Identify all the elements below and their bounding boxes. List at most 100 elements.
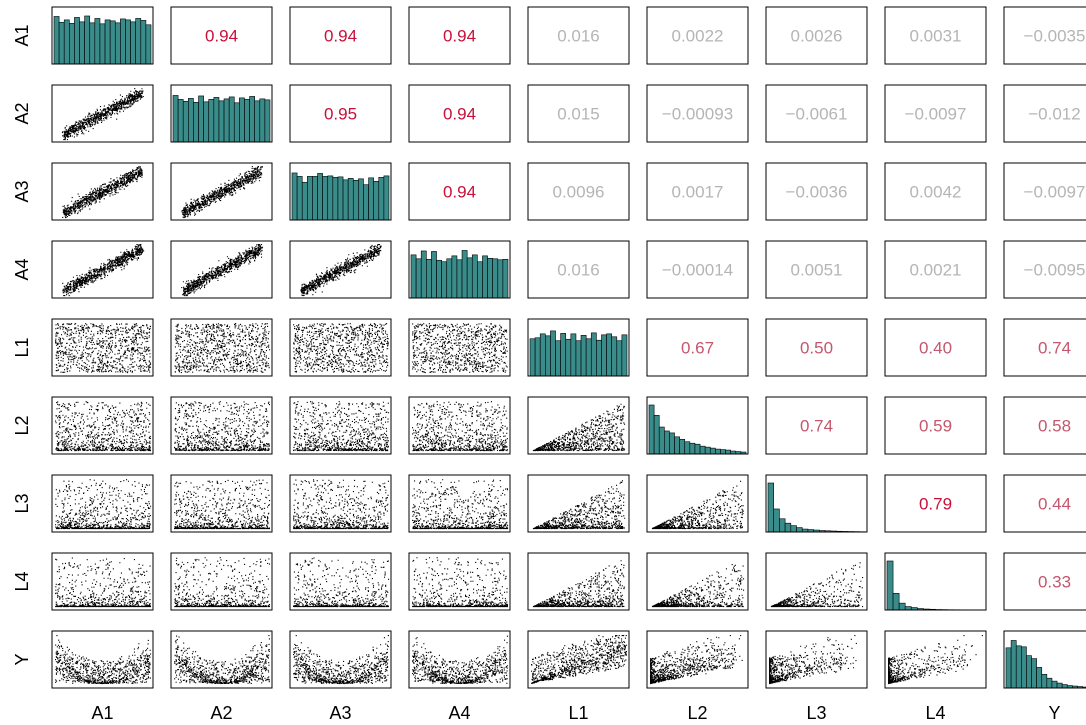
cell-a1-l3: 0.0026 (765, 6, 868, 65)
cell-a1-a1 (51, 6, 154, 65)
panel-border (51, 474, 154, 533)
panel-border (408, 630, 511, 689)
correlation-value: 0.50 (800, 339, 833, 358)
panel-border (527, 162, 630, 221)
panel-border (884, 396, 987, 455)
histogram-bar-y (1036, 667, 1043, 689)
cell-l4-a3 (289, 552, 392, 611)
cell-l4-l1 (527, 552, 630, 611)
histogram-bar-l1 (545, 335, 551, 377)
histogram-bar-a1 (63, 19, 70, 65)
histogram-bar-a4 (482, 255, 488, 299)
column-label-l1: L1 (568, 703, 588, 723)
histogram-bar-l2 (694, 443, 701, 455)
panel-border (51, 318, 154, 377)
correlation-value: 0.79 (919, 495, 952, 514)
panel-border (289, 474, 392, 533)
correlation-value: −0.0097 (905, 105, 967, 124)
histogram-bar-a4 (415, 258, 422, 299)
cell-l4-l3 (765, 552, 868, 611)
cell-l2-l1 (527, 396, 630, 455)
panel-border (527, 630, 630, 689)
panel-border (646, 318, 749, 377)
histogram-bar-a3 (317, 173, 323, 221)
panel-border (51, 630, 154, 689)
histogram-bar-a3 (373, 180, 380, 221)
cell-a4-a3 (289, 240, 392, 299)
histogram-bar-a4 (426, 258, 432, 299)
cell-l2-l3: 0.74 (765, 396, 868, 455)
scatter-points (412, 479, 509, 530)
histogram-bar-a3 (327, 175, 334, 221)
histogram-bar-a4 (502, 258, 509, 299)
scatter-points (174, 479, 271, 530)
histogram-bar-a1 (145, 24, 152, 65)
histogram-bar-a3 (337, 176, 344, 221)
histogram-bar-a1 (99, 23, 106, 65)
histogram-bar-a3 (347, 178, 354, 221)
correlation-value: 0.40 (919, 339, 952, 358)
panel-border (527, 396, 630, 455)
column-label-a4: A4 (448, 703, 470, 723)
histogram-bar-l3 (796, 527, 803, 533)
cell-a2-l1: 0.015 (527, 84, 630, 143)
panel-border (408, 6, 511, 65)
cell-l3-y: 0.44 (1003, 474, 1086, 533)
cell-a4-y: −0.0095 (1003, 240, 1086, 299)
panel-border (408, 84, 511, 143)
histogram-bar-a2 (177, 99, 184, 143)
correlation-value: 0.95 (324, 105, 357, 124)
histogram-bar-l1 (570, 333, 577, 377)
histogram-bar-a2 (259, 98, 266, 143)
cell-l3-l4: 0.79 (884, 474, 987, 533)
cell-l2-a1 (51, 396, 154, 455)
scatter-points (293, 479, 389, 530)
panel-border (408, 318, 511, 377)
histogram-bar-a3 (291, 172, 298, 221)
histogram-bar-l1 (565, 338, 572, 377)
panel-border (51, 84, 154, 143)
cell-l4-l4 (884, 552, 987, 611)
cell-l3-l3 (765, 474, 868, 533)
panel-border (289, 552, 392, 611)
histogram-bar-a4 (441, 261, 448, 299)
panel-border (1003, 6, 1086, 65)
panel-border (289, 396, 392, 455)
histogram-bar-l2 (689, 442, 696, 455)
cell-a1-l4: 0.0031 (884, 6, 987, 65)
histogram-bar-a3 (296, 176, 303, 221)
cell-a1-l2: 0.0022 (646, 6, 749, 65)
histogram-bar-a1 (104, 19, 111, 65)
histogram-bar-a4 (471, 254, 478, 299)
cell-a3-y: −0.0097 (1003, 162, 1086, 221)
histogram-bar-a4 (431, 251, 437, 299)
cell-a4-l3: 0.0051 (765, 240, 868, 299)
histogram-bar-a3 (352, 180, 359, 221)
histogram-bar-l2 (715, 448, 721, 455)
column-label-a2: A2 (210, 703, 232, 723)
histogram-bar-l2 (725, 449, 731, 455)
cell-l3-a2 (170, 474, 273, 533)
correlation-value: 0.94 (324, 27, 357, 46)
panel-border (646, 84, 749, 143)
panel-border (170, 84, 273, 143)
histogram-bar-l2 (684, 441, 691, 455)
row-label-l2: L2 (12, 415, 32, 435)
cell-l3-a4 (408, 474, 511, 533)
cell-y-a4 (408, 630, 511, 689)
scatter-points (769, 635, 857, 685)
cell-l1-a1 (51, 318, 154, 377)
histogram-bar-l2 (720, 449, 726, 455)
histogram-bar-a2 (208, 99, 215, 143)
cell-l3-a3 (289, 474, 392, 533)
cell-y-l1 (527, 630, 630, 689)
histogram-bar-a1 (84, 15, 91, 65)
panel-border (646, 630, 749, 689)
panel-border (51, 240, 154, 299)
cell-a4-l2: −0.00014 (646, 240, 749, 299)
panel-border (884, 318, 987, 377)
cell-a1-y: −0.0035 (1003, 6, 1086, 65)
panel-border (170, 552, 273, 611)
histogram-bar-a1 (114, 22, 121, 65)
panel-border (527, 552, 630, 611)
